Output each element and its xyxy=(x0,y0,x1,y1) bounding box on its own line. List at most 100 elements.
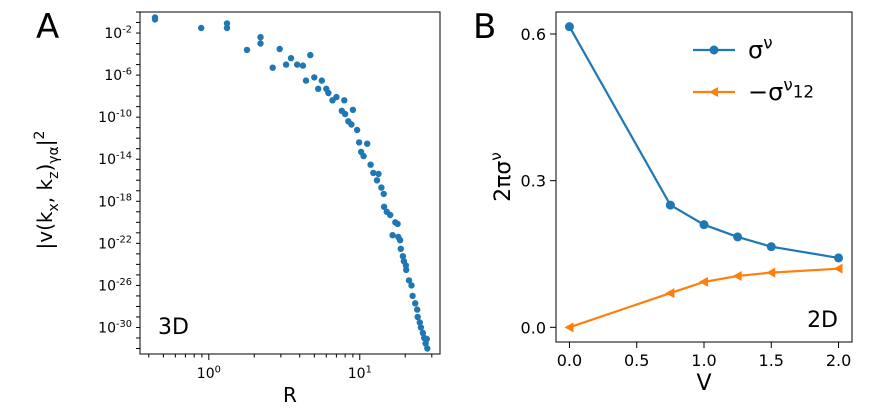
data-point xyxy=(394,220,401,228)
series-1-marker xyxy=(733,232,743,242)
x-tick-label: 1.0 xyxy=(691,351,716,370)
series-1-marker xyxy=(699,220,709,230)
data-point xyxy=(380,203,388,210)
data-point xyxy=(397,245,404,252)
y-tick-label: 10-10 xyxy=(98,109,132,127)
data-point xyxy=(341,97,348,104)
series-line-2 xyxy=(569,267,839,329)
data-point xyxy=(311,74,318,81)
data-point xyxy=(294,61,301,68)
data-point xyxy=(355,139,363,146)
data-point xyxy=(318,77,325,84)
x-tick-label: 2.0 xyxy=(826,351,851,370)
series-1-marker xyxy=(564,22,574,32)
data-point xyxy=(360,152,367,160)
data-point xyxy=(151,14,159,21)
data-point xyxy=(373,177,381,184)
data-point xyxy=(257,40,264,47)
y-tick-label: 0.0 xyxy=(521,318,546,337)
data-point xyxy=(424,345,431,352)
x-axis-ticks-a: 100 101 xyxy=(148,354,433,382)
x-axis-label-b: V xyxy=(696,371,711,396)
data-point xyxy=(414,306,421,313)
data-point xyxy=(299,62,307,69)
panel-a: A 100 101 10-210-610-1010-1410-1810-2210-… xyxy=(32,7,441,407)
data-point xyxy=(223,24,231,32)
legend-marker-2 xyxy=(709,87,718,97)
panel-label-a: A xyxy=(36,7,59,47)
data-point xyxy=(276,45,283,53)
y-tick-label: 10-14 xyxy=(98,151,132,169)
data-point xyxy=(423,335,430,343)
legend-b: σν −σν12 xyxy=(693,32,814,106)
series-2-marker xyxy=(699,276,708,287)
data-point xyxy=(325,89,332,97)
y-tick-label: 0.6 xyxy=(521,25,546,44)
y-tick-label: 10-6 xyxy=(104,66,132,84)
data-point xyxy=(405,277,413,284)
panel-label-b: B xyxy=(473,7,496,47)
data-point xyxy=(399,253,407,260)
legend-label-2: −σν12 xyxy=(748,74,814,106)
data-point xyxy=(375,170,382,178)
legend-marker-1 xyxy=(709,45,719,55)
data-point xyxy=(396,237,404,244)
data-point xyxy=(417,324,425,331)
data-point xyxy=(302,77,310,84)
y-axis-ticks-a: 10-2 10-6 10-10 10-14 10-18 10-22 10-26 10-30 xyxy=(98,11,140,350)
data-point xyxy=(257,34,264,41)
data-point xyxy=(409,292,416,300)
data-point xyxy=(387,211,394,219)
scatter-series-a xyxy=(151,14,431,352)
data-point xyxy=(341,110,349,118)
data-point xyxy=(403,266,410,274)
y-axis-label-a: |v(kx, kz)γα|2 xyxy=(32,131,62,250)
data-point xyxy=(408,282,415,289)
series-2-marker xyxy=(766,267,776,278)
series-2-marker xyxy=(833,263,843,274)
data-point xyxy=(370,169,377,177)
data-point xyxy=(223,20,231,27)
x-tick-label: 101 xyxy=(348,364,372,382)
x-tick-label: 0.0 xyxy=(557,351,582,370)
x-axis-label-a: R xyxy=(283,383,297,407)
series-1-marker xyxy=(766,242,776,252)
data-point xyxy=(353,126,361,134)
y-axis-ticks-b: 0.0 0.3 0.6 xyxy=(521,25,556,337)
series-2-marker xyxy=(732,271,742,281)
data-point xyxy=(412,300,419,307)
data-point xyxy=(348,121,355,128)
data-point xyxy=(282,61,290,68)
y-tick-label: 10-30 xyxy=(98,319,132,337)
y-tick-label: 0.3 xyxy=(521,172,546,191)
series-2-marker xyxy=(665,288,675,299)
plot-area-a xyxy=(139,11,441,355)
x-tick-label: 1.5 xyxy=(759,351,784,370)
data-point xyxy=(389,232,396,239)
data-point xyxy=(307,51,314,59)
y-tick-label: 10-2 xyxy=(104,24,132,42)
y-tick-label: 10-26 xyxy=(98,277,132,295)
y-tick-label: 10-22 xyxy=(98,235,132,253)
data-point xyxy=(198,24,205,32)
panel-annotation-a: 3D xyxy=(158,315,189,340)
y-tick-label: 10-18 xyxy=(98,193,132,211)
data-point xyxy=(419,329,427,337)
data-point xyxy=(315,85,322,93)
data-point xyxy=(416,319,423,326)
series-1-marker xyxy=(834,253,844,263)
y-axis-label-b: 2πσν xyxy=(487,152,516,202)
data-point xyxy=(243,46,251,54)
data-point xyxy=(367,161,374,168)
data-point xyxy=(380,190,387,198)
plot-area-b xyxy=(555,11,853,343)
data-point xyxy=(333,93,340,101)
data-point xyxy=(378,184,385,191)
x-tick-label: 100 xyxy=(197,364,221,382)
data-point xyxy=(269,64,276,71)
panel-b: B 0.0 0.5 1.0 1.5 2.0 0.0 0.3 0.6 V 2πσν 2D σν… xyxy=(473,7,853,396)
line-series-b xyxy=(564,22,844,333)
x-axis-ticks-b: 0.0 0.5 1.0 1.5 2.0 xyxy=(557,342,851,370)
series-2-marker xyxy=(564,322,574,333)
